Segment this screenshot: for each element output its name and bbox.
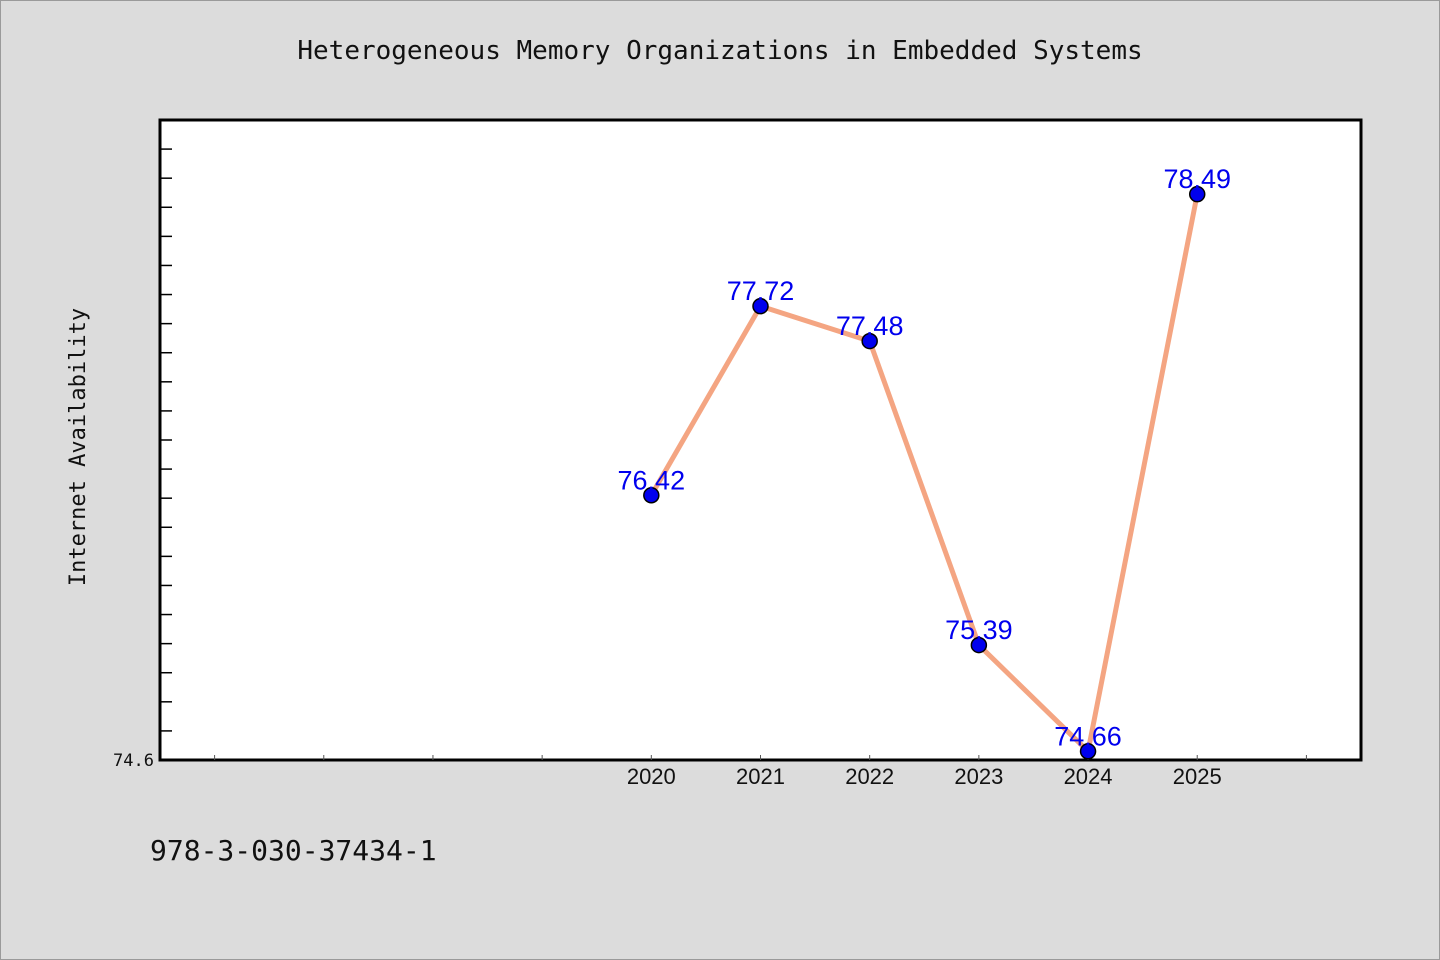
data-point <box>970 636 988 654</box>
data-labels: 76.42 77.72 77.48 75.39 74.66 78.49 <box>618 164 1231 751</box>
x-tick-labels: 2020 2021 2022 2023 2024 2025 <box>627 764 1222 789</box>
x-tick-label: 2025 <box>1173 764 1222 789</box>
footer-code: 978-3-030-37434-1 <box>150 834 437 867</box>
series-line <box>648 191 1200 754</box>
data-point <box>1188 185 1206 203</box>
data-label: 77.72 <box>727 276 795 306</box>
x-tick-label: 2024 <box>1064 764 1113 789</box>
chart-title: Heterogeneous Memory Organizations in Em… <box>297 36 1143 66</box>
data-point <box>752 297 769 315</box>
data-label: 78.49 <box>1163 164 1231 194</box>
y-axis-ticks <box>160 119 172 761</box>
x-tick-label: 2023 <box>954 764 1003 789</box>
plot-area <box>158 118 1363 762</box>
data-point <box>643 487 660 504</box>
x-tick-label: 2020 <box>627 764 676 789</box>
y-tick-label-min: 74.6 <box>113 751 154 771</box>
x-tick-label: 2021 <box>736 764 785 789</box>
data-label: 76.42 <box>618 465 686 495</box>
data-label: 74.66 <box>1054 721 1122 751</box>
data-label: 77.48 <box>836 311 904 341</box>
data-point <box>861 332 878 350</box>
y-axis-label: Internet Availability <box>66 308 91 586</box>
data-points <box>643 185 1206 760</box>
data-point <box>1079 743 1097 760</box>
data-label: 75.39 <box>945 615 1013 645</box>
x-tick-label: 2022 <box>845 764 894 789</box>
